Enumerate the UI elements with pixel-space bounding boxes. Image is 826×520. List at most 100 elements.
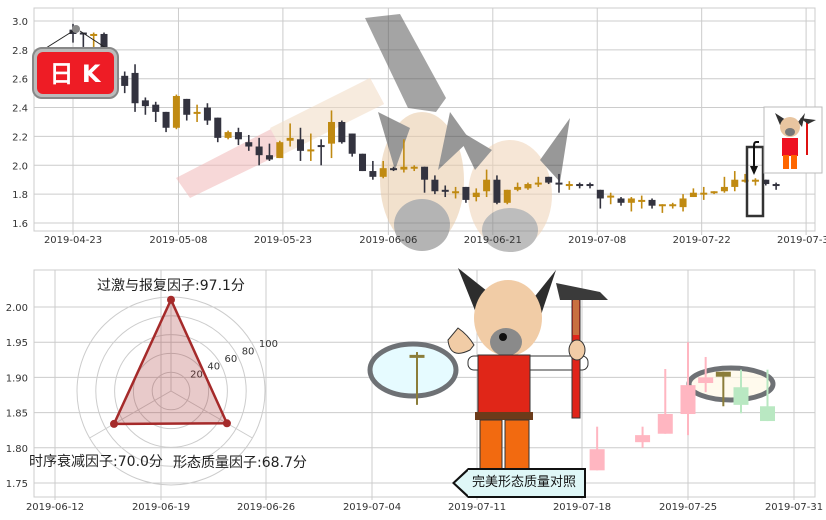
- candle-body: [617, 198, 625, 203]
- candle: [286, 123, 294, 147]
- candle-body: [762, 179, 770, 185]
- down-arrow-icon: [753, 141, 759, 168]
- candle-body: [607, 195, 615, 198]
- y-tick-label: 1.95: [6, 338, 28, 349]
- candle: [379, 160, 387, 179]
- y-tick-label: 1.90: [6, 373, 28, 384]
- top-chart-axes: 1.6 1.8 2.0 2.2 2.4 2.6 2.8 3.0 2019-04-23 2019-0…: [12, 17, 826, 246]
- candle: [410, 165, 418, 172]
- x-tick-label: 2019-07-04: [343, 502, 401, 513]
- radar-ring-label: 100: [259, 339, 278, 350]
- candle-body: [524, 184, 532, 189]
- candle: [762, 179, 770, 186]
- candle-body: [658, 204, 666, 207]
- candle-body: [452, 191, 460, 194]
- candle-body: [669, 204, 677, 207]
- candle: [328, 110, 335, 159]
- candle-body: [472, 192, 480, 198]
- x-tick-label: 2019-07-11: [448, 502, 506, 513]
- candle-body: [100, 33, 108, 58]
- candle: [472, 188, 480, 202]
- candle: [441, 185, 449, 198]
- candle-body: [121, 75, 129, 86]
- y-tick-label: 1.8: [12, 190, 28, 201]
- candle-body: [698, 377, 714, 384]
- template-candle: [715, 371, 731, 407]
- candle-body: [635, 435, 651, 443]
- candle-body: [328, 121, 335, 144]
- candle: [731, 171, 739, 192]
- candle-body: [689, 192, 697, 198]
- candle-body: [772, 184, 780, 187]
- candle: [348, 133, 356, 157]
- y-tick-label: 1.75: [6, 479, 28, 490]
- candle: [483, 169, 491, 198]
- candle: [586, 182, 594, 189]
- candle: [658, 204, 666, 213]
- candle: [617, 197, 625, 206]
- candle-body: [483, 179, 491, 192]
- candle-body: [648, 199, 656, 206]
- candle: [121, 71, 129, 94]
- bottom-candles: [409, 342, 775, 471]
- dog-worker-mini-icon: [775, 113, 816, 169]
- candle: [576, 182, 584, 189]
- radar-axis: [89, 390, 172, 439]
- candle: [648, 198, 656, 209]
- candle-body: [276, 142, 284, 159]
- candle: [524, 182, 532, 190]
- candle-body: [348, 133, 356, 154]
- candle-body: [214, 117, 222, 138]
- candle-body: [586, 184, 594, 187]
- candle: [493, 175, 501, 205]
- candle-body: [265, 155, 273, 160]
- radar-point: [167, 295, 175, 304]
- x-tick-label: 2019-06-19: [132, 502, 190, 513]
- candle: [369, 160, 377, 180]
- candle-body: [710, 191, 718, 194]
- callout-label: 完美形态质量对照: [468, 468, 587, 498]
- x-tick-label: 2019-06-26: [237, 502, 295, 513]
- hammer-illustration: [176, 14, 446, 198]
- left-arrow-icon: [452, 468, 468, 498]
- candle-body: [359, 153, 367, 172]
- radar-point: [222, 419, 231, 428]
- radar-ring-label: 40: [207, 362, 220, 373]
- radar-axis-label: 过激与报复因子:97.1分: [97, 277, 245, 294]
- radar-point: [110, 419, 119, 428]
- y-tick-label: 2.00: [6, 303, 28, 314]
- candle: [679, 194, 687, 212]
- candle-body: [317, 145, 325, 148]
- candle-body: [162, 111, 170, 128]
- candle: [390, 166, 398, 172]
- candle: [338, 120, 346, 144]
- candle: [296, 127, 304, 161]
- y-tick-label: 1.6: [12, 219, 28, 230]
- candle-body: [193, 111, 201, 114]
- candle: [317, 139, 325, 166]
- candle: [162, 111, 170, 133]
- y-tick-label: 2.0: [12, 161, 28, 172]
- candle-body: [421, 166, 429, 180]
- x-tick-label: 2019-07-31: [777, 235, 826, 246]
- candle: [141, 97, 149, 115]
- candle-body: [234, 132, 242, 140]
- candle-body: [390, 168, 398, 171]
- candle: [565, 181, 573, 190]
- candle: [183, 98, 191, 121]
- candle: [596, 189, 604, 209]
- candle-body: [638, 199, 646, 202]
- radar-ring-label: 20: [190, 369, 203, 380]
- candle-body: [657, 414, 673, 434]
- candle: [203, 103, 211, 125]
- y-tick-label: 2.6: [12, 75, 28, 86]
- candle: [245, 134, 253, 151]
- x-tick-label: 2019-05-23: [254, 235, 312, 246]
- candle-body: [565, 184, 573, 187]
- x-tick-label: 2019-07-22: [673, 235, 731, 246]
- candle-body: [493, 179, 501, 203]
- y-tick-label: 1.85: [6, 409, 28, 420]
- candle: [760, 369, 775, 422]
- radar-area: [112, 296, 229, 426]
